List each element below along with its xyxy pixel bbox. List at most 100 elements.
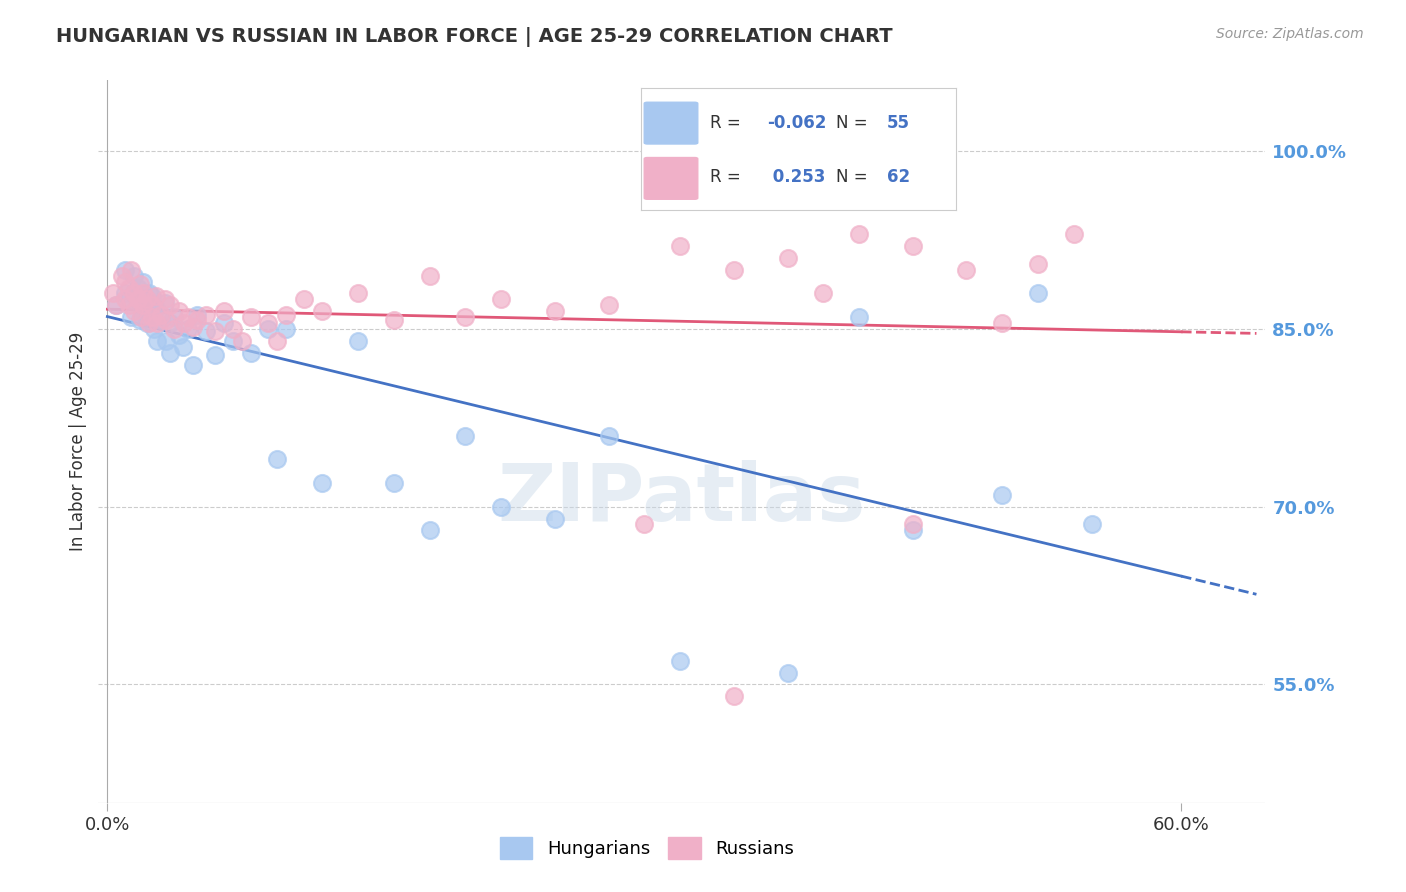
Point [633, 517, 655, 532]
Point [131, 310, 153, 325]
Point [669, 239, 692, 253]
Point [991, 488, 1014, 502]
Point [181, 358, 204, 372]
Point [723, 689, 745, 703]
Point [132, 304, 155, 318]
Point [311, 304, 333, 318]
Point [848, 227, 870, 242]
Point [150, 312, 173, 326]
Y-axis label: In Labor Force | Age 25-29: In Labor Force | Age 25-29 [69, 332, 87, 551]
Point [111, 268, 134, 283]
Point [114, 293, 136, 307]
Point [120, 310, 142, 325]
Point [212, 304, 235, 318]
Point [419, 524, 441, 538]
Point [221, 322, 243, 336]
Point [347, 286, 370, 301]
Point [186, 312, 208, 326]
Point [848, 310, 870, 325]
Point [162, 310, 184, 325]
Point [114, 275, 136, 289]
Point [231, 334, 253, 348]
Point [1026, 257, 1049, 271]
Point [141, 310, 163, 325]
Point [141, 289, 163, 303]
Point [347, 334, 370, 348]
Point [146, 334, 169, 348]
Point [128, 312, 150, 326]
Point [153, 293, 176, 307]
Point [138, 286, 160, 301]
Text: ZIPatlas: ZIPatlas [498, 460, 866, 539]
Point [292, 293, 315, 307]
Point [419, 268, 441, 283]
Point [135, 316, 157, 330]
Point [454, 428, 477, 442]
Point [132, 298, 155, 312]
Point [1026, 286, 1049, 301]
Point [120, 262, 142, 277]
Point [669, 654, 692, 668]
Point [177, 322, 200, 336]
Point [127, 280, 149, 294]
Point [544, 511, 567, 525]
Point [167, 304, 190, 318]
Point [142, 322, 165, 336]
Point [150, 308, 173, 322]
Point [181, 319, 204, 334]
Text: Source: ZipAtlas.com: Source: ZipAtlas.com [1216, 27, 1364, 41]
Point [159, 316, 181, 330]
Point [257, 316, 280, 330]
Point [135, 298, 157, 312]
Point [454, 310, 477, 325]
Point [776, 251, 799, 265]
Point [204, 348, 226, 362]
Point [172, 340, 194, 354]
Point [122, 286, 145, 301]
Point [489, 293, 512, 307]
Point [141, 308, 163, 322]
Point [145, 289, 167, 303]
Point [186, 308, 208, 322]
Point [177, 310, 200, 325]
Point [118, 293, 141, 307]
Point [146, 316, 169, 330]
Point [122, 304, 145, 318]
Point [138, 316, 160, 330]
Point [955, 262, 977, 277]
Point [173, 316, 195, 330]
Point [132, 286, 155, 301]
Point [382, 475, 405, 490]
Point [598, 298, 620, 312]
Point [153, 296, 176, 310]
Point [132, 275, 155, 289]
Point [118, 280, 141, 294]
Point [128, 296, 150, 310]
Point [204, 325, 226, 339]
Point [162, 322, 184, 336]
Point [221, 334, 243, 348]
Point [167, 327, 190, 342]
Point [776, 665, 799, 680]
Point [105, 298, 128, 312]
Point [239, 310, 262, 325]
Point [723, 262, 745, 277]
Point [1081, 517, 1104, 532]
Legend: Hungarians, Russians: Hungarians, Russians [492, 830, 801, 866]
Point [101, 286, 124, 301]
Point [212, 316, 235, 330]
Point [311, 475, 333, 490]
Point [598, 428, 620, 442]
Point [141, 298, 163, 312]
Point [122, 268, 145, 283]
Point [544, 304, 567, 318]
Point [155, 334, 177, 348]
Point [128, 277, 150, 291]
Point [105, 298, 128, 312]
Point [135, 293, 157, 307]
Point [118, 298, 141, 312]
Point [901, 524, 924, 538]
Point [266, 334, 288, 348]
Point [194, 325, 217, 339]
Point [489, 500, 512, 514]
